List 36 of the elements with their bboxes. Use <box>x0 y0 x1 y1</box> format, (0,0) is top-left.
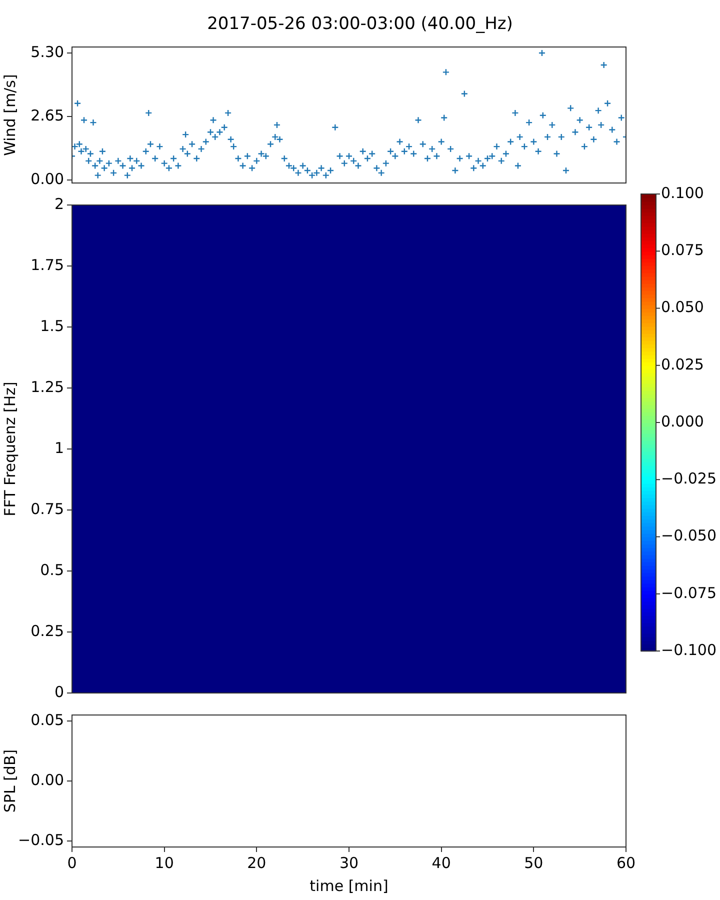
x-tick-label: 20 <box>247 854 266 872</box>
y-tick-label: 2.65 <box>30 106 64 124</box>
x-tick-label: 10 <box>154 854 174 872</box>
y-tick-label: 1.5 <box>40 316 64 335</box>
x-tick-label: 0 <box>67 854 77 872</box>
y-tick-label: 0.75 <box>30 500 64 518</box>
color-bar-label: 0.050 <box>661 298 704 316</box>
x-tick-label: 60 <box>616 854 636 872</box>
x-tick-label: 30 <box>339 854 359 872</box>
color-bar-label: 0.000 <box>661 412 704 430</box>
x-tick-label: 40 <box>432 854 451 872</box>
color-bar-label: −0.025 <box>661 470 717 488</box>
color-bar-label: 0.075 <box>661 241 704 260</box>
y-axis-title: SPL [dB] <box>0 749 19 813</box>
x-tick-label: 50 <box>524 854 544 872</box>
y-tick-label: 1.25 <box>30 378 64 396</box>
color-bar-label: −0.100 <box>661 640 717 659</box>
color-bar-label: −0.050 <box>661 526 717 545</box>
y-tick-label: 0.00 <box>30 770 64 789</box>
y-tick-label: 5.30 <box>30 42 64 61</box>
y-tick-label: 0 <box>54 682 64 701</box>
y-tick-label: −0.05 <box>18 830 64 849</box>
y-tick-label: 1 <box>54 438 64 457</box>
y-axis-title: FFT Frequenz [Hz] <box>0 382 19 516</box>
x-axis-title: time [min] <box>310 876 388 895</box>
y-tick-label: 0.25 <box>30 622 64 640</box>
y-tick-label: 1.75 <box>30 256 64 274</box>
y-tick-label: 0.5 <box>40 560 64 579</box>
chart-title: 2017-05-26 03:00-03:00 (40.00_Hz) <box>206 14 514 34</box>
color-bar-label: −0.075 <box>661 584 717 602</box>
y-tick-label: 2 <box>54 194 64 213</box>
y-tick-label: 0.00 <box>30 170 64 188</box>
y-axis-title: Wind [m/s] <box>0 74 19 156</box>
color-bar-label: 0.025 <box>661 355 704 374</box>
color-bar-label: 0.100 <box>661 184 704 202</box>
y-tick-label: 0.05 <box>30 710 64 729</box>
